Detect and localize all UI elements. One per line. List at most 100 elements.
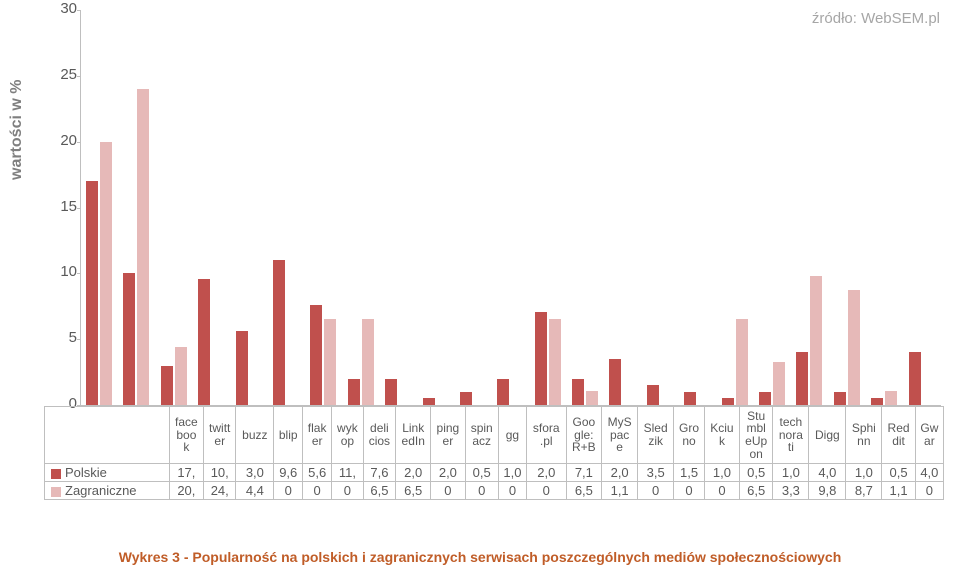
- bar-polskie: [647, 385, 659, 405]
- bar-polskie: [273, 260, 285, 405]
- bar-polskie: [684, 392, 696, 405]
- category-group: [118, 10, 155, 405]
- category-group: [343, 10, 380, 405]
- y-tick-label: 10: [47, 263, 77, 280]
- table-cell: 20,: [169, 482, 203, 500]
- category-group: [604, 10, 641, 405]
- category-label: sfora.pl: [526, 407, 566, 464]
- category-label: StumbleUpon: [740, 407, 773, 464]
- table-cell: 7,1: [566, 464, 602, 482]
- category-label: Digg: [809, 407, 846, 464]
- y-tick-label: 5: [47, 329, 77, 346]
- table-cell: 0,5: [740, 464, 773, 482]
- category-label: buzz: [236, 407, 274, 464]
- category-group: [530, 10, 567, 405]
- category-group: [418, 10, 455, 405]
- table-cell: 6,5: [566, 482, 602, 500]
- table-cell: 2,0: [431, 464, 465, 482]
- table-cell: 1,0: [704, 464, 739, 482]
- table-cell: 6,5: [396, 482, 431, 500]
- table-cell: 11,: [332, 464, 364, 482]
- chart-caption: Wykres 3 - Popularność na polskich i zag…: [0, 549, 960, 565]
- bar-polskie: [423, 398, 435, 405]
- table-cell: 2,0: [602, 464, 638, 482]
- table-cell: 0: [303, 482, 332, 500]
- bar-polskie: [385, 379, 397, 405]
- bar-zagraniczne: [549, 319, 561, 405]
- bar-polskie: [834, 392, 846, 405]
- category-group: [791, 10, 828, 405]
- bar-zagraniczne: [773, 362, 785, 405]
- table-cell: 4,4: [236, 482, 274, 500]
- y-tick-label: 25: [47, 66, 77, 83]
- y-tick-label: 30: [47, 0, 77, 17]
- bar-polskie: [535, 312, 547, 405]
- bar-polskie: [572, 379, 584, 405]
- bar-zagraniczne: [885, 391, 897, 405]
- table-cell: 6,5: [740, 482, 773, 500]
- bar-polskie: [460, 392, 472, 405]
- y-tick-label: 20: [47, 132, 77, 149]
- table-cell: 0: [638, 482, 674, 500]
- category-label: Sphinn: [846, 407, 882, 464]
- category-label: LinkedIn: [396, 407, 431, 464]
- bar-polskie: [123, 273, 135, 405]
- table-cell: 1,0: [846, 464, 882, 482]
- table-cell: 17,: [169, 464, 203, 482]
- category-group: [754, 10, 791, 405]
- category-label: Google:R+B: [566, 407, 602, 464]
- bar-polskie: [348, 379, 360, 405]
- table-cell: 0: [704, 482, 739, 500]
- category-group: [81, 10, 118, 405]
- table-cell: 7,6: [363, 464, 395, 482]
- category-label: delicios: [363, 407, 395, 464]
- bar-zagraniczne: [137, 89, 149, 405]
- table-cell: 0: [431, 482, 465, 500]
- bar-group: [81, 10, 941, 405]
- category-label: Kciuk: [704, 407, 739, 464]
- category-label: Gwar: [915, 407, 943, 464]
- table-cell: 4,0: [915, 464, 943, 482]
- bar-zagraniczne: [586, 391, 598, 405]
- data-table: facebooktwitterbuzzblipflakerwykopdelici…: [44, 406, 944, 500]
- category-group: [455, 10, 492, 405]
- table-cell: 24,: [204, 482, 236, 500]
- table-cell: 0: [915, 482, 943, 500]
- bar-polskie: [759, 392, 771, 405]
- table-cell: 6,5: [363, 482, 395, 500]
- bar-zagraniczne: [362, 319, 374, 405]
- bar-polskie: [722, 398, 734, 405]
- category-label: gg: [498, 407, 526, 464]
- table-cell: 0,5: [465, 464, 498, 482]
- table-cell: 0: [674, 482, 705, 500]
- category-group: [679, 10, 716, 405]
- category-group: [866, 10, 903, 405]
- bar-polskie: [796, 352, 808, 405]
- table-cell: 8,7: [846, 482, 882, 500]
- category-group: [492, 10, 529, 405]
- table-cell: 0,5: [882, 464, 915, 482]
- bar-polskie: [497, 379, 509, 405]
- table-cell: 2,0: [396, 464, 431, 482]
- table-cell: 0: [526, 482, 566, 500]
- table-cell: 3,5: [638, 464, 674, 482]
- category-group: [305, 10, 342, 405]
- category-group: [268, 10, 305, 405]
- table-cell: 0: [465, 482, 498, 500]
- category-label: spinacz: [465, 407, 498, 464]
- table-cell: 4,0: [809, 464, 846, 482]
- table-cell: 2,0: [526, 464, 566, 482]
- category-label: flaker: [303, 407, 332, 464]
- category-group: [717, 10, 754, 405]
- table-cell: 1,1: [602, 482, 638, 500]
- bar-zagraniczne: [100, 142, 112, 405]
- category-group: [567, 10, 604, 405]
- y-tick-label: 15: [47, 198, 77, 215]
- bar-polskie: [236, 331, 248, 405]
- bar-polskie: [161, 366, 173, 406]
- table-cell: 1,5: [674, 464, 705, 482]
- table-cell: 3,3: [773, 482, 809, 500]
- category-label: wykop: [332, 407, 364, 464]
- table-cell: 0: [332, 482, 364, 500]
- bar-zagraniczne: [736, 319, 748, 405]
